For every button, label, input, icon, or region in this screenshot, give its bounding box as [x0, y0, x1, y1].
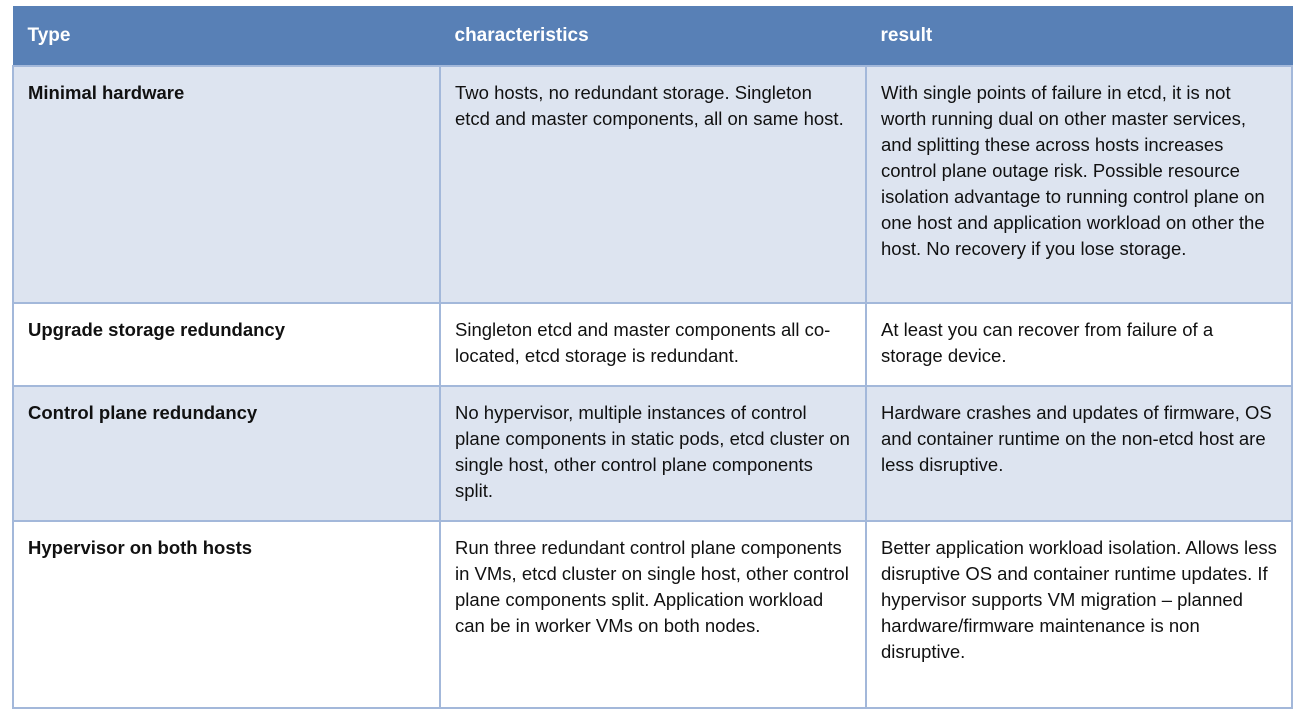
- characteristics-cell: No hypervisor, multiple instances of con…: [439, 385, 867, 522]
- type-cell: Minimal hardware: [12, 65, 441, 304]
- type-cell: Hypervisor on both hosts: [12, 520, 441, 709]
- result-cell: Better application workload isolation. A…: [865, 520, 1293, 709]
- table-row: Control plane redundancy No hypervisor, …: [12, 385, 1293, 522]
- type-cell: Upgrade storage redundancy: [12, 302, 441, 387]
- table-row: Minimal hardware Two hosts, no redundant…: [12, 65, 1293, 304]
- result-cell: With single points of failure in etcd, i…: [865, 65, 1293, 304]
- type-cell: Control plane redundancy: [12, 385, 441, 522]
- header-result: result: [865, 6, 1293, 67]
- header-type: Type: [12, 6, 441, 67]
- characteristics-cell: Run three redundant control plane compon…: [439, 520, 867, 709]
- result-cell: Hardware crashes and updates of firmware…: [865, 385, 1293, 522]
- header-row: Type characteristics result: [12, 6, 1293, 67]
- result-cell: At least you can recover from failure of…: [865, 302, 1293, 387]
- characteristics-cell: Singleton etcd and master components all…: [439, 302, 867, 387]
- characteristics-cell: Two hosts, no redundant storage. Singlet…: [439, 65, 867, 304]
- header-characteristics: characteristics: [439, 6, 867, 67]
- comparison-table: Type characteristics result Minimal hard…: [12, 6, 1293, 709]
- table-row: Upgrade storage redundancy Singleton etc…: [12, 302, 1293, 387]
- table-row: Hypervisor on both hosts Run three redun…: [12, 520, 1293, 709]
